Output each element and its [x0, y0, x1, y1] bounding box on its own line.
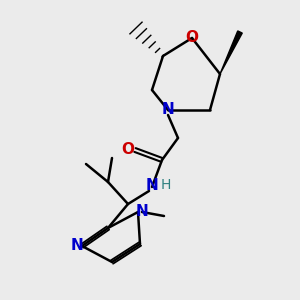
Text: N: N	[146, 178, 158, 193]
Text: N: N	[136, 203, 148, 218]
Text: H: H	[161, 178, 171, 192]
Text: N: N	[70, 238, 83, 253]
Text: O: O	[122, 142, 134, 157]
Text: N: N	[162, 103, 174, 118]
Text: O: O	[185, 31, 199, 46]
Polygon shape	[220, 31, 242, 74]
